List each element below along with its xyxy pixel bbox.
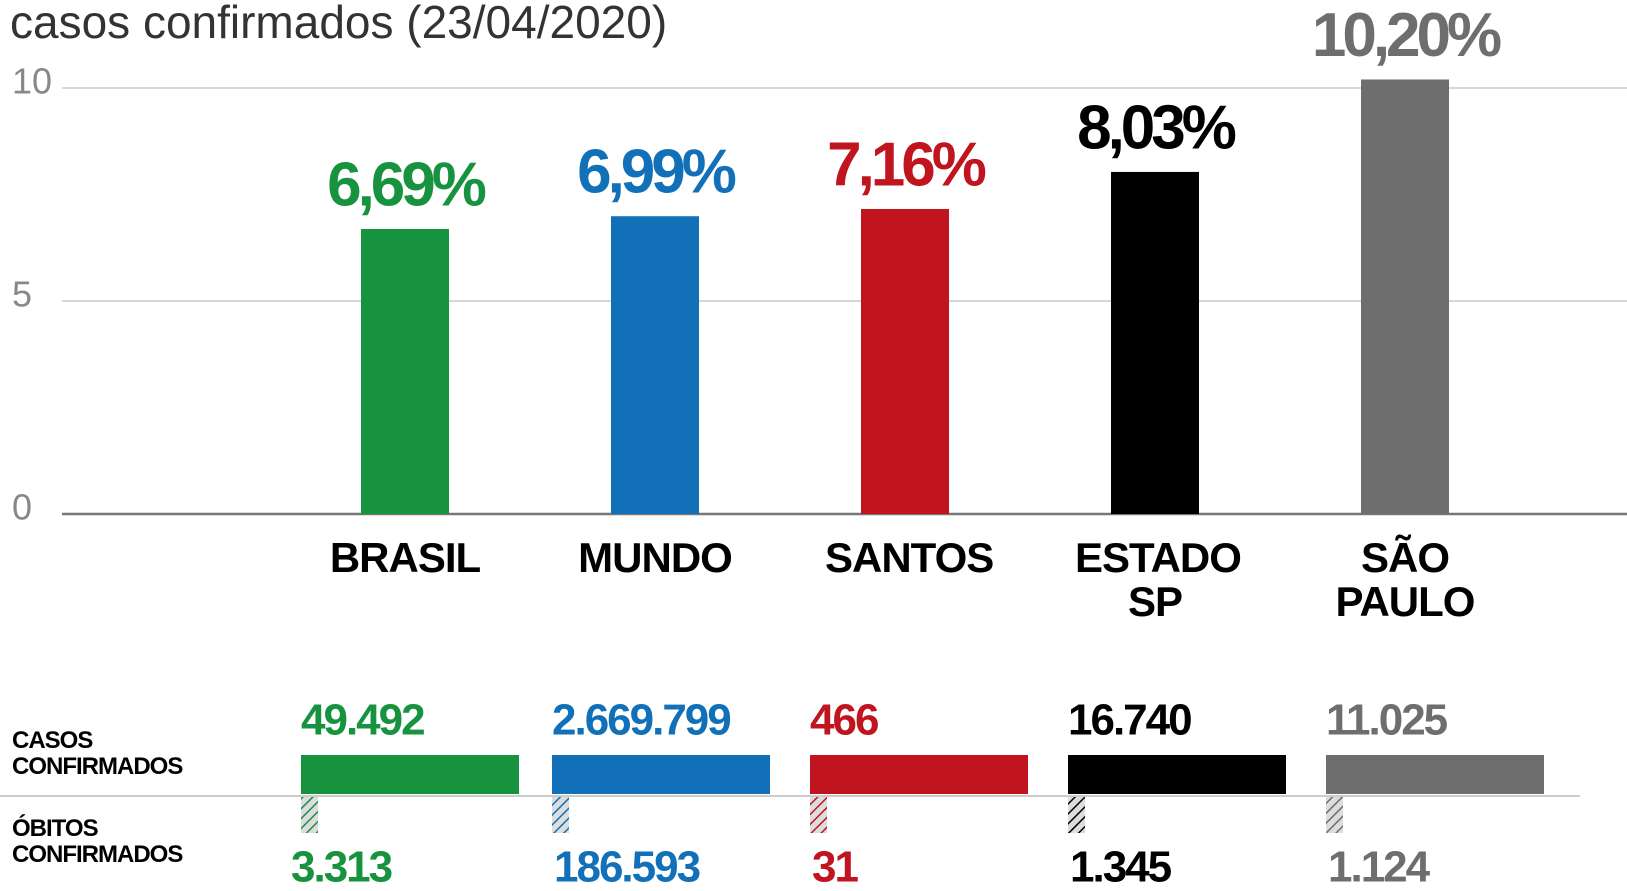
death-label: 1.345 (1070, 843, 1172, 891)
death-mark (1068, 797, 1085, 833)
count-bar (1068, 755, 1286, 794)
y-tick-label: 10 (12, 61, 52, 102)
bar (1111, 171, 1199, 514)
value-label: 6,99% (577, 138, 736, 207)
bar (1361, 79, 1449, 514)
y-tick-label: 0 (12, 487, 32, 528)
count-bar (1326, 755, 1544, 794)
death-mark (1326, 797, 1343, 833)
death-label: 31 (812, 843, 858, 891)
death-mark (301, 797, 318, 833)
bar (361, 229, 449, 515)
value-label: 6,69% (327, 150, 486, 219)
count-bar (552, 755, 770, 794)
death-label: 1.124 (1328, 843, 1431, 891)
value-label: 8,03% (1077, 93, 1236, 162)
bar (861, 208, 949, 514)
death-mark (552, 797, 569, 833)
count-label: 2.669.799 (552, 696, 730, 745)
count-bar (301, 755, 519, 794)
x-tick-label: SÃO PAULO (1335, 534, 1476, 626)
x-tick-label: MUNDO (578, 534, 733, 581)
x-tick-label: SANTOS (825, 534, 994, 581)
death-mark (810, 797, 827, 833)
count-label: 16.740 (1068, 696, 1191, 745)
bar (611, 216, 699, 514)
death-label: 3.313 (291, 843, 392, 891)
count-label: 11.025 (1326, 696, 1448, 745)
count-label: 49.492 (301, 696, 424, 745)
row-label: ÓBITOS CONFIRMADOS (12, 815, 183, 869)
count-label: 466 (810, 696, 878, 745)
value-label: 7,16% (827, 130, 986, 199)
row-label: CASOS CONFIRMADOS (12, 727, 183, 781)
y-tick-label: 5 (12, 274, 32, 315)
x-tick-label: ESTADO SP (1075, 534, 1242, 626)
count-bar (810, 755, 1028, 794)
x-tick-label: BRASIL (329, 534, 481, 581)
chart-title: casos confirmados (23/04/2020) (10, 0, 667, 48)
death-label: 186.593 (554, 843, 700, 891)
value-label: 10,20% (1312, 1, 1501, 70)
